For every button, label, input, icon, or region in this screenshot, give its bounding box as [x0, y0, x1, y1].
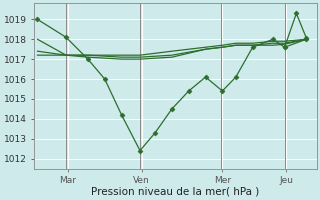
X-axis label: Pression niveau de la mer( hPa ): Pression niveau de la mer( hPa ) [91, 187, 260, 197]
